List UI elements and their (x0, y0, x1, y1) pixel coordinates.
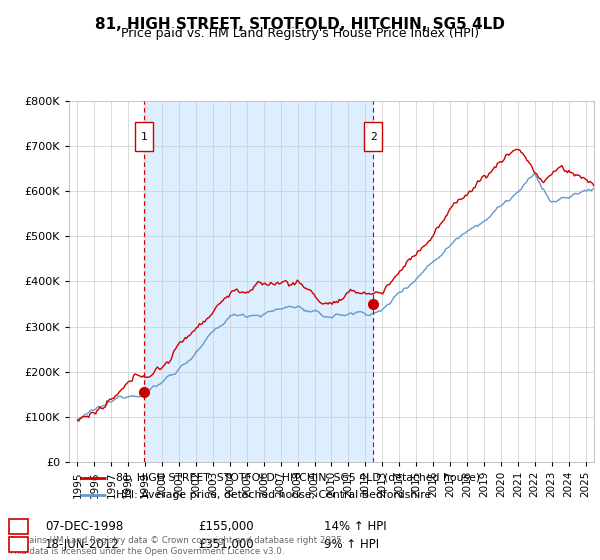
Text: 81, HIGH STREET, STOTFOLD, HITCHIN, SG5 4LD (detached house): 81, HIGH STREET, STOTFOLD, HITCHIN, SG5 … (116, 473, 481, 483)
Text: HPI: Average price, detached house, Central Bedfordshire: HPI: Average price, detached house, Cent… (116, 490, 431, 500)
FancyBboxPatch shape (134, 123, 153, 151)
Text: 9% ↑ HPI: 9% ↑ HPI (324, 538, 379, 551)
Text: Price paid vs. HM Land Registry's House Price Index (HPI): Price paid vs. HM Land Registry's House … (121, 27, 479, 40)
FancyBboxPatch shape (364, 123, 382, 151)
Text: 14% ↑ HPI: 14% ↑ HPI (324, 520, 386, 533)
Text: 81, HIGH STREET, STOTFOLD, HITCHIN, SG5 4LD: 81, HIGH STREET, STOTFOLD, HITCHIN, SG5 … (95, 17, 505, 32)
Text: Contains HM Land Registry data © Crown copyright and database right 2025.
This d: Contains HM Land Registry data © Crown c… (9, 536, 344, 556)
Bar (144, 101, 373, 462)
Text: 18-JUN-2012: 18-JUN-2012 (45, 538, 120, 551)
Text: 2: 2 (370, 132, 377, 142)
Text: £351,000: £351,000 (198, 538, 254, 551)
Text: 1: 1 (15, 520, 22, 533)
Text: 2: 2 (15, 538, 22, 551)
Text: 1: 1 (140, 132, 147, 142)
Text: 07-DEC-1998: 07-DEC-1998 (45, 520, 123, 533)
Text: £155,000: £155,000 (198, 520, 254, 533)
